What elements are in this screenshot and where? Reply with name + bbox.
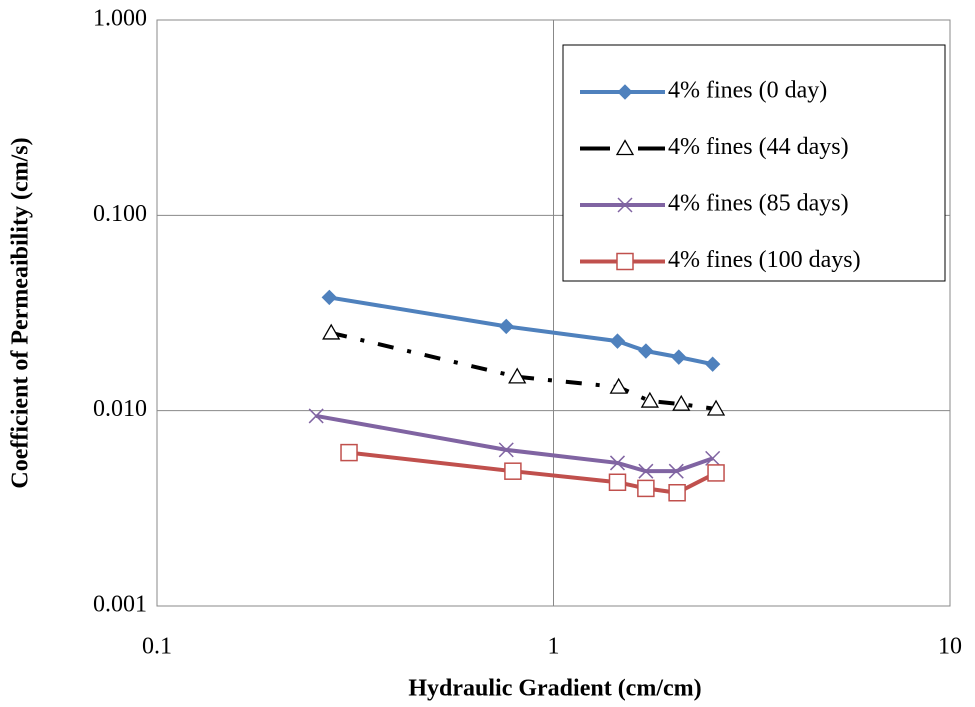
marker bbox=[498, 442, 514, 458]
marker bbox=[705, 450, 721, 466]
marker bbox=[707, 464, 725, 482]
y-axis-title: Coefficient of Permeaibility (cm/s) bbox=[8, 137, 34, 488]
marker bbox=[617, 84, 633, 100]
marker bbox=[640, 391, 659, 408]
series-line bbox=[315, 413, 714, 474]
marker bbox=[498, 318, 514, 335]
marker bbox=[608, 473, 627, 492]
legend-label: 4% fines (100 days) bbox=[668, 247, 861, 273]
marker bbox=[322, 323, 341, 340]
marker bbox=[609, 455, 626, 471]
marker bbox=[321, 289, 338, 306]
x-tick-label: 1 bbox=[548, 634, 560, 660]
marker bbox=[340, 443, 358, 462]
legend-label: 4% fines (0 day) bbox=[668, 78, 827, 104]
y-tick-label: 0.010 bbox=[93, 396, 147, 422]
marker bbox=[638, 343, 654, 359]
legend: 4% fines (0 day) 4% fines (44 days) 4% fin… bbox=[562, 44, 946, 282]
marker bbox=[508, 367, 527, 384]
marker bbox=[637, 479, 655, 498]
y-tick-label: 0.001 bbox=[93, 592, 147, 618]
marker bbox=[609, 377, 628, 394]
marker bbox=[617, 197, 633, 213]
marker bbox=[638, 463, 654, 479]
marker bbox=[616, 252, 634, 271]
series-line bbox=[328, 295, 714, 367]
marker bbox=[504, 462, 522, 480]
x-axis-title: Hydraulic Gradient (cm/cm) bbox=[408, 676, 701, 702]
x-tick-label: 0.1 bbox=[142, 634, 172, 660]
y-tick-label: 1.000 bbox=[93, 6, 147, 32]
marker bbox=[704, 356, 721, 372]
marker bbox=[615, 139, 635, 156]
y-tick-label: 0.100 bbox=[93, 201, 147, 227]
marker bbox=[308, 408, 324, 424]
marker bbox=[672, 394, 691, 411]
legend-box bbox=[562, 44, 946, 282]
legend-label: 4% fines (44 days) bbox=[668, 134, 849, 160]
marker bbox=[671, 349, 687, 365]
marker bbox=[668, 463, 684, 479]
marker bbox=[668, 483, 686, 502]
legend-label: 4% fines (85 days) bbox=[668, 191, 849, 217]
marker bbox=[609, 333, 626, 349]
marker bbox=[706, 399, 726, 416]
series-line bbox=[330, 330, 717, 411]
x-tick-label: 10 bbox=[938, 634, 962, 660]
